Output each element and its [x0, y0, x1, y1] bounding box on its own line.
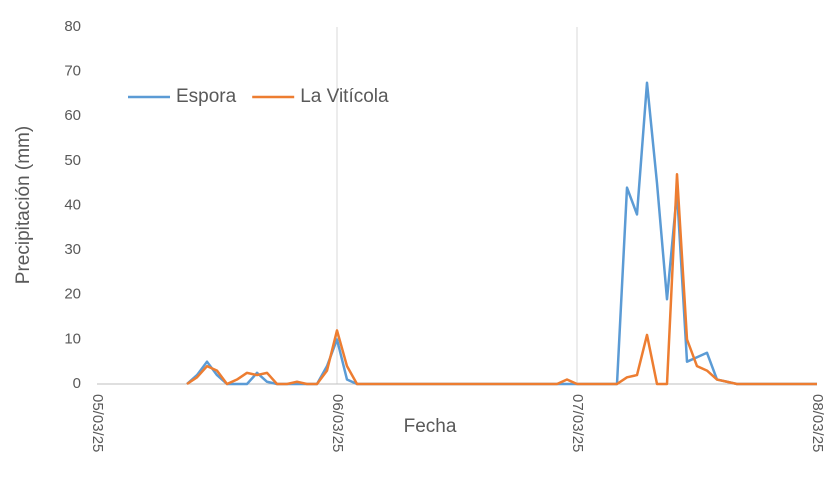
y-tick-label: 50 [64, 152, 81, 169]
series-line [186, 81, 817, 386]
y-tick-label: 60 [64, 107, 81, 124]
y-axis-label: Precipitación (mm) [13, 126, 34, 284]
x-tick-label: 08/03/25 [809, 394, 826, 452]
x-tick-label: 05/03/25 [89, 394, 106, 452]
y-tick-label: 30 [64, 241, 81, 258]
x-axis-label: Fecha [404, 416, 457, 437]
y-tick-label: 80 [64, 18, 81, 35]
y-tick-label: 0 [73, 375, 81, 392]
x-tick-label: 07/03/25 [569, 394, 586, 452]
legend-label: La Vitícola [300, 86, 389, 107]
y-tick-label: 20 [64, 286, 81, 303]
y-tick-label: 10 [64, 330, 81, 347]
y-tick-label: 70 [64, 63, 81, 80]
legend-label: Espora [176, 86, 237, 107]
y-tick-label: 40 [64, 196, 81, 213]
x-tick-label: 06/03/25 [329, 394, 346, 452]
series-line [186, 173, 817, 386]
